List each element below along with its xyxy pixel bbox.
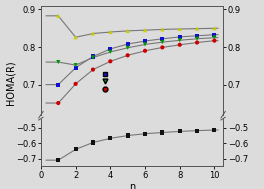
Point xyxy=(56,60,60,64)
Point xyxy=(212,129,216,132)
Point xyxy=(108,47,112,50)
Point xyxy=(73,36,78,39)
Point xyxy=(212,36,216,39)
Point xyxy=(212,33,216,36)
Text: HOMA(R): HOMA(R) xyxy=(6,61,16,105)
Point xyxy=(143,132,147,135)
Point xyxy=(212,27,216,30)
Point xyxy=(91,55,95,58)
Point xyxy=(160,41,164,44)
Point xyxy=(108,50,112,53)
Point xyxy=(108,137,112,140)
Point xyxy=(126,54,130,57)
Point xyxy=(160,37,164,40)
X-axis label: n: n xyxy=(129,182,135,189)
Point xyxy=(195,27,199,30)
Point xyxy=(178,27,182,30)
Point xyxy=(56,101,60,105)
Point xyxy=(212,39,216,42)
Point xyxy=(178,43,182,46)
Point xyxy=(143,29,147,32)
Point xyxy=(73,82,78,85)
Point xyxy=(91,32,95,35)
Point xyxy=(160,131,164,134)
Point xyxy=(73,64,78,67)
Point xyxy=(108,30,112,33)
Point xyxy=(195,41,199,44)
Point xyxy=(73,66,78,69)
Point xyxy=(143,43,147,46)
Point xyxy=(160,28,164,31)
Point xyxy=(143,40,147,43)
Point xyxy=(178,130,182,133)
Point xyxy=(91,56,95,59)
Point xyxy=(56,83,60,86)
Point xyxy=(56,14,60,17)
Point xyxy=(108,60,112,63)
Point xyxy=(195,129,199,132)
Point xyxy=(178,35,182,38)
Point xyxy=(178,39,182,42)
Legend: , , : , , xyxy=(99,71,112,93)
Point xyxy=(73,148,78,151)
Point xyxy=(56,159,60,162)
Point xyxy=(126,43,130,46)
Point xyxy=(143,49,147,52)
Point xyxy=(195,34,199,37)
Point xyxy=(126,29,130,32)
Point xyxy=(126,134,130,137)
Point xyxy=(160,46,164,49)
Point xyxy=(91,68,95,71)
Point xyxy=(126,46,130,49)
Point xyxy=(91,141,95,144)
Point xyxy=(195,37,199,40)
